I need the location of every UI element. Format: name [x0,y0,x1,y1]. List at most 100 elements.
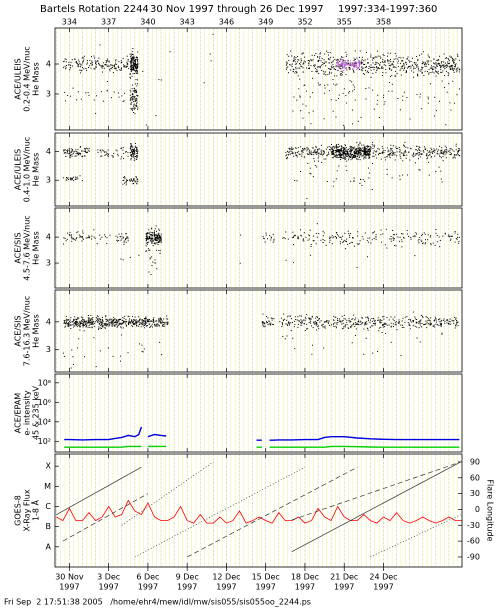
data-point [301,322,303,324]
data-point [338,157,340,159]
data-point [402,57,404,59]
data-point [159,236,161,238]
data-point [73,319,75,321]
data-point [341,235,343,237]
data-point [303,232,305,234]
data-point [307,59,309,61]
data-point [239,262,241,264]
data-point [440,71,442,73]
data-point [343,327,345,329]
data-point [368,318,370,320]
data-point [149,326,151,328]
data-point [154,234,156,236]
data-point [131,57,133,59]
data-point [113,91,115,93]
data-point [371,143,373,145]
data-point [375,236,377,238]
data-point [320,60,322,62]
data-point [135,319,137,321]
data-point [152,261,154,263]
data-point [90,321,92,323]
data-point [363,67,365,69]
data-point [349,320,351,322]
data-point [342,151,344,153]
data-point [120,69,122,71]
data-point [334,75,336,77]
data-point [390,52,392,54]
data-point [98,326,100,328]
data-point [306,153,308,155]
data-point [116,322,118,324]
data-point [398,319,400,321]
data-point [313,150,315,152]
data-point [355,63,357,65]
data-point [419,96,421,98]
data-point [81,324,83,326]
data-point [346,319,348,321]
data-point [68,179,70,181]
data-point [406,63,408,65]
data-point [329,324,331,326]
data-point [75,239,77,241]
data-point [358,151,360,153]
data-point [432,242,434,244]
data-point [101,316,103,318]
data-point [341,74,343,76]
data-point [318,59,320,61]
data-point [134,89,136,91]
data-point [358,62,360,64]
data-point [356,69,358,71]
data-point [156,234,158,236]
data-point [361,56,363,58]
data-point [77,91,79,93]
data-point [119,322,121,324]
data-point [147,321,149,323]
data-point [348,155,350,157]
data-point [420,239,422,241]
data-point [90,67,92,69]
data-point [358,156,360,158]
data-point [319,84,321,86]
data-point [421,234,423,236]
data-point [440,152,442,154]
data-point [321,70,323,72]
data-point [449,151,451,153]
data-point [134,158,136,160]
data-point [154,233,156,235]
data-point [426,154,428,156]
data-point [131,98,133,100]
data-point [353,323,355,325]
data-point [118,61,120,63]
data-point [286,63,288,65]
data-point [85,151,87,153]
data-point [414,325,416,327]
data-point [105,62,107,64]
data-point [145,245,147,247]
y-axis-label: 4.5-7.6 MeV/nuc [23,215,32,280]
data-point [146,235,148,237]
data-point [383,316,385,318]
data-point [72,153,74,155]
data-point [111,320,113,322]
data-point [351,318,353,320]
data-point [111,322,113,324]
data-point [388,60,390,62]
data-point [359,178,361,180]
data-point [266,322,268,324]
data-point [403,153,405,155]
data-point [427,234,429,236]
data-point [357,146,359,148]
data-point [130,97,132,99]
data-point [150,238,152,240]
data-point [353,245,355,247]
data-point [132,153,134,155]
data-point [130,77,132,79]
data-point [333,181,335,183]
data-point [363,60,365,62]
data-point [124,320,126,322]
data-point [444,322,446,324]
data-point [122,323,124,325]
data-point [134,64,136,66]
data-point [152,232,154,234]
data-point [83,330,85,332]
